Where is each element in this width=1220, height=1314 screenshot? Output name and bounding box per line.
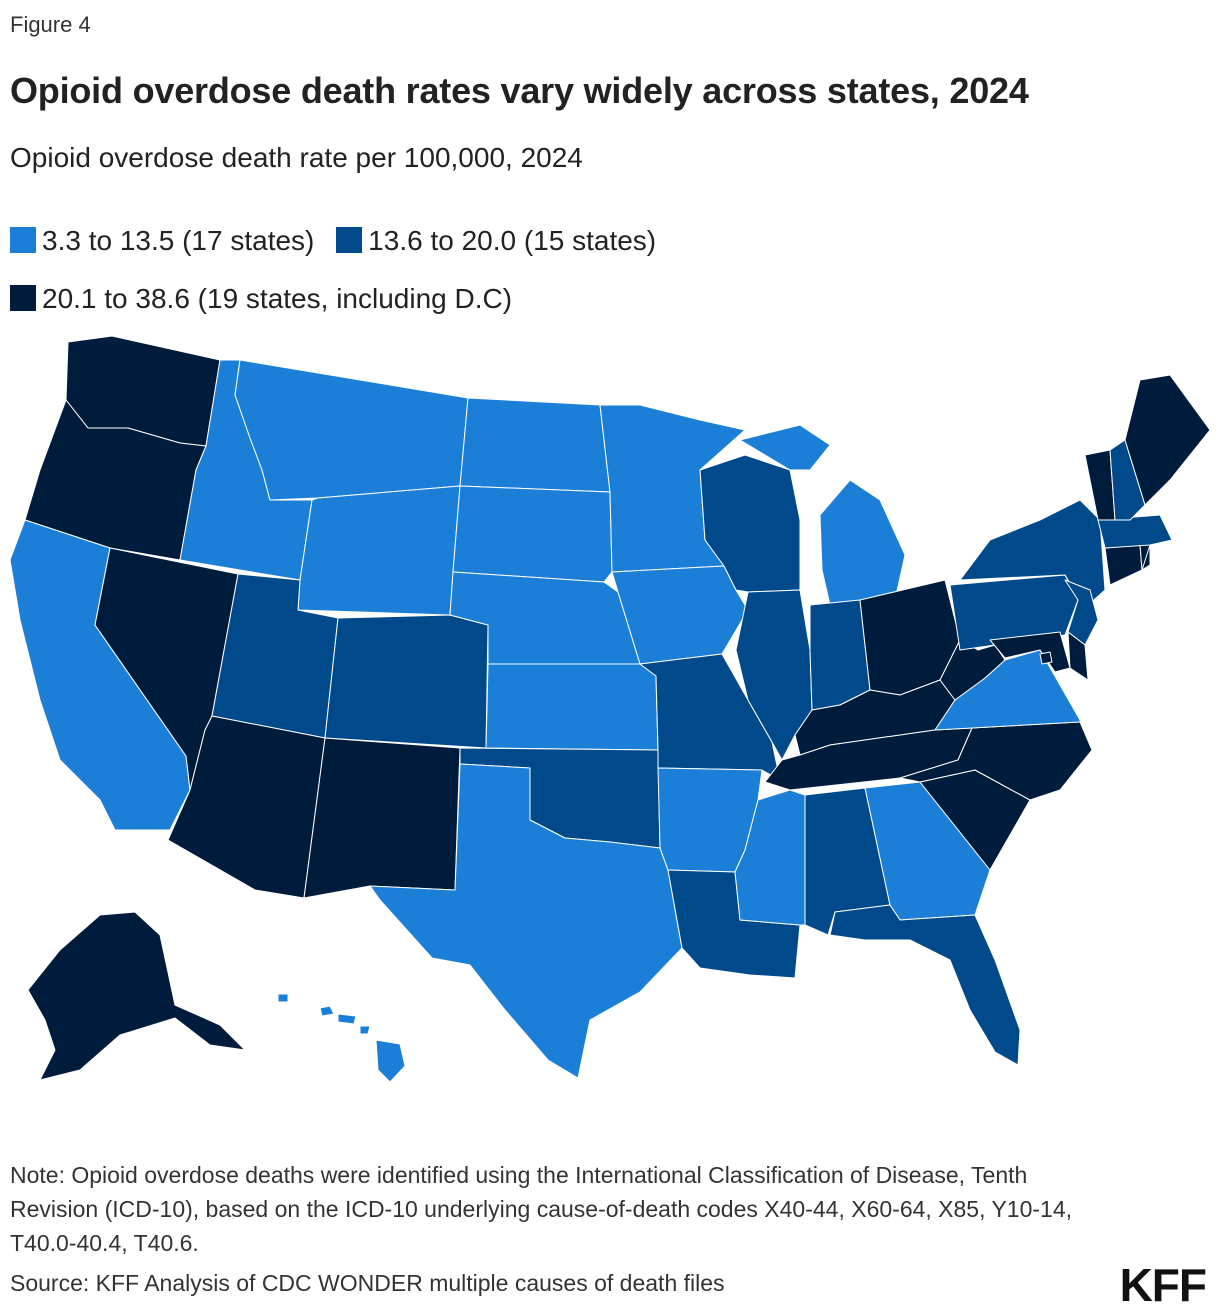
state-dc	[1039, 651, 1053, 665]
state-mi	[739, 424, 906, 606]
state-nd	[459, 397, 611, 493]
state-shapes	[9, 335, 1211, 1083]
legend: 3.3 to 13.5 (17 states) 13.6 to 20.0 (15…	[10, 212, 1190, 328]
state-co	[324, 614, 489, 749]
state-mt	[234, 359, 469, 501]
state-in	[809, 599, 871, 711]
state-ct	[1104, 544, 1143, 586]
chart-subtitle: Opioid overdose death rate per 100,000, …	[10, 142, 583, 173]
figure-label: Figure 4	[10, 12, 91, 37]
state-nm	[303, 737, 461, 899]
legend-label-low: 3.3 to 13.5 (17 states)	[42, 225, 315, 256]
state-wy	[297, 485, 461, 616]
state-il	[735, 589, 813, 761]
legend-item-low: 3.3 to 13.5 (17 states)	[10, 212, 314, 270]
state-tx	[369, 763, 683, 1079]
legend-item-mid: 13.6 to 20.0 (15 states)	[336, 212, 656, 270]
state-fl	[829, 904, 1021, 1066]
legend-swatch-high	[10, 285, 36, 311]
kff-logo: KFF	[1119, 1259, 1207, 1311]
state-me	[1124, 374, 1211, 506]
state-ma	[1097, 514, 1173, 549]
legend-label-high: 20.1 to 38.6 (19 states, including D.C)	[42, 283, 513, 314]
source-text: Source: KFF Analysis of CDC WONDER multi…	[10, 1270, 725, 1296]
legend-swatch-low	[10, 227, 36, 253]
state-sd	[452, 485, 613, 583]
state-boundary-lines	[1141, 544, 1151, 571]
state-ak	[27, 911, 246, 1081]
legend-swatch-mid	[336, 227, 363, 253]
state-de	[1067, 631, 1089, 681]
state-nh	[1109, 439, 1146, 521]
note-text: Note: Opioid overdose deaths were identi…	[10, 1162, 1073, 1256]
state-pa	[949, 574, 1079, 651]
state-hi	[277, 993, 406, 1083]
legend-item-high: 20.1 to 38.6 (19 states, including D.C)	[10, 270, 512, 328]
chart-title: Opioid overdose death rates vary widely …	[10, 70, 1029, 111]
us-map	[9, 335, 1211, 1083]
legend-label-mid: 13.6 to 20.0 (15 states)	[368, 225, 657, 256]
state-ks	[485, 663, 659, 751]
